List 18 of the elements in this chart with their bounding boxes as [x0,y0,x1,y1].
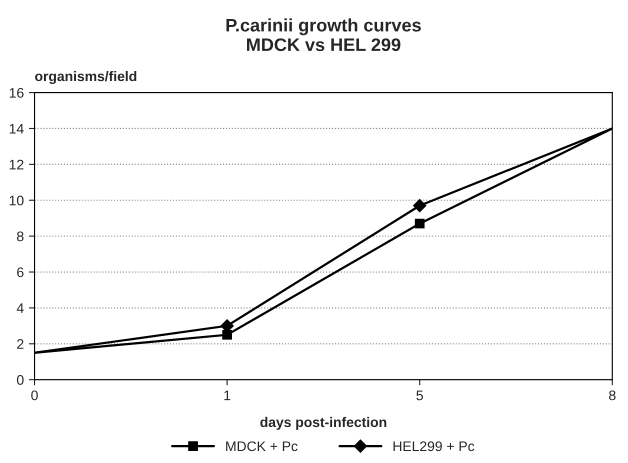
y-tick-label: 14 [10,124,24,134]
y-tick-label: 4 [16,303,24,313]
y-tick-label: 10 [10,196,24,206]
x-tick-label: 0 [31,390,38,400]
y-tick-label: 0 [16,374,24,385]
y-tick-label: 8 [17,231,24,242]
legend-label: MDCK + Pc [226,441,298,452]
y-tick-label: 16 [10,88,24,98]
chart-title: P.carinii growth curves MDCK vs HEL 299 [226,18,421,52]
x-tick-label: 8 [609,390,616,400]
y-tick-label: 6 [17,267,24,278]
x-tick-label: 5 [416,390,423,400]
y-tick-label: 2 [17,339,24,349]
legend-label: HEL299 + Pc [394,441,474,452]
y-axis-title: organisms/field [35,70,136,84]
x-axis-title: days post-infection [260,416,386,430]
x-tick-label: 1 [224,390,230,400]
y-tick-label: 12 [10,160,24,170]
